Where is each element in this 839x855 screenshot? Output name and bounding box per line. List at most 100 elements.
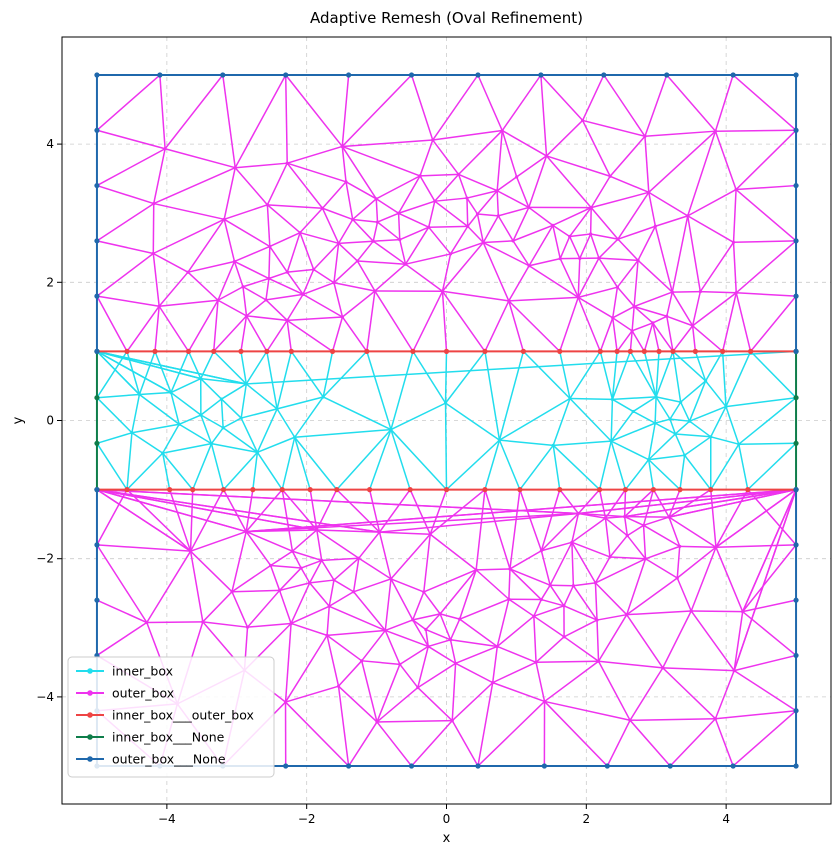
mesh-edge <box>217 299 247 317</box>
mesh-edge <box>451 720 479 767</box>
mesh-inner_box-0 <box>96 350 797 491</box>
mesh-edge <box>313 242 340 271</box>
mesh-node <box>496 214 500 218</box>
mesh-edge <box>533 599 542 617</box>
mesh-edge <box>626 577 678 616</box>
mesh-edge <box>409 489 431 535</box>
mesh-edge <box>476 213 485 243</box>
mesh-node <box>608 174 612 178</box>
mesh-edge <box>669 718 716 767</box>
mesh-edge <box>733 654 797 672</box>
mesh-edge <box>545 119 584 157</box>
mesh-edge <box>220 399 224 428</box>
mesh-edge <box>256 408 278 453</box>
legend: inner_box outer_box inner_box___outer_boxi… <box>67 656 275 778</box>
mesh-edge <box>598 257 639 262</box>
mesh-node <box>411 618 415 622</box>
mesh-edge <box>733 240 797 244</box>
mesh-edge <box>578 286 618 299</box>
mesh-edge <box>96 295 160 307</box>
mesh-edge <box>374 263 407 292</box>
mesh-edge <box>341 316 368 352</box>
mesh-edge <box>616 259 639 288</box>
mesh-edge <box>596 620 600 662</box>
mesh-edge <box>276 396 324 410</box>
mesh-node <box>570 540 574 544</box>
mesh-edge <box>223 219 236 262</box>
mesh-edge <box>694 351 707 382</box>
mesh-node <box>631 409 635 414</box>
series-point-inner_box___outer_box <box>482 486 488 493</box>
mesh-edge <box>508 296 579 302</box>
mesh-edge <box>385 629 429 648</box>
mesh-edge <box>152 253 160 307</box>
mesh-edge <box>626 524 644 537</box>
mesh-edge <box>217 286 244 301</box>
mesh-node <box>581 118 585 123</box>
mesh-edge <box>322 396 392 431</box>
mesh-edge <box>577 258 581 298</box>
mesh-node <box>558 256 562 261</box>
mesh-node <box>551 223 555 227</box>
mesh-edge <box>633 305 667 317</box>
mesh-edge <box>96 489 128 546</box>
mesh-edge <box>290 350 324 398</box>
series-point-inner_box___None <box>94 440 100 446</box>
mesh-node <box>568 396 572 401</box>
mesh-edge <box>519 444 554 491</box>
mesh-edge <box>700 290 737 294</box>
mesh-edge <box>642 525 647 559</box>
mesh-edge <box>715 129 797 132</box>
mesh-edge <box>326 634 363 662</box>
mesh-edge <box>629 330 633 352</box>
mesh-edge <box>732 74 797 131</box>
mesh-edge <box>286 162 347 183</box>
mesh-edge <box>571 513 580 543</box>
mesh-node <box>539 549 543 553</box>
mesh-edge <box>96 350 140 396</box>
mesh-edge <box>342 139 433 148</box>
mesh-edge <box>541 598 565 607</box>
mesh-edge <box>233 261 244 288</box>
mesh-edge <box>441 291 448 352</box>
mesh-edge <box>96 488 247 533</box>
mesh-edge <box>578 488 797 515</box>
mesh-edge <box>451 663 457 721</box>
x-tick-label: 0 <box>443 812 451 826</box>
mesh-edge <box>522 350 571 400</box>
series-point-outer_box___None <box>94 542 100 548</box>
series-point-inner_box___outer_box <box>597 348 603 355</box>
mesh-edge <box>598 489 607 519</box>
mesh-edge <box>750 350 797 399</box>
mesh-node <box>285 161 289 165</box>
mesh-node <box>398 662 402 666</box>
mesh-edge <box>451 682 494 722</box>
mesh-edge <box>533 615 565 638</box>
mesh-node <box>241 285 245 289</box>
series-point-outer_box___None <box>793 182 799 189</box>
mesh-edge <box>353 591 386 631</box>
mesh-edge <box>669 401 682 420</box>
mesh-edge <box>423 569 477 593</box>
mesh-node <box>647 190 651 194</box>
mesh-node <box>351 217 355 222</box>
mesh-edge <box>610 440 650 461</box>
mesh-edge <box>222 417 242 429</box>
mesh-edge <box>96 240 154 255</box>
mesh-edge <box>376 721 413 767</box>
mesh-node <box>571 584 575 588</box>
mesh-node <box>603 516 608 520</box>
mesh-node <box>562 604 566 608</box>
mesh-edge <box>643 524 681 548</box>
mesh-node <box>440 289 445 293</box>
mesh-edge <box>245 383 278 410</box>
series-point-inner_box___outer_box <box>520 348 527 355</box>
mesh-edge <box>630 717 716 722</box>
mesh-node <box>615 285 620 289</box>
mesh-edge <box>398 200 436 214</box>
mesh-edge <box>266 204 271 247</box>
mesh-edge <box>287 268 314 273</box>
mesh-edge <box>637 225 657 261</box>
y-tick-label: 4 <box>46 137 54 151</box>
mesh-edge <box>213 315 248 352</box>
